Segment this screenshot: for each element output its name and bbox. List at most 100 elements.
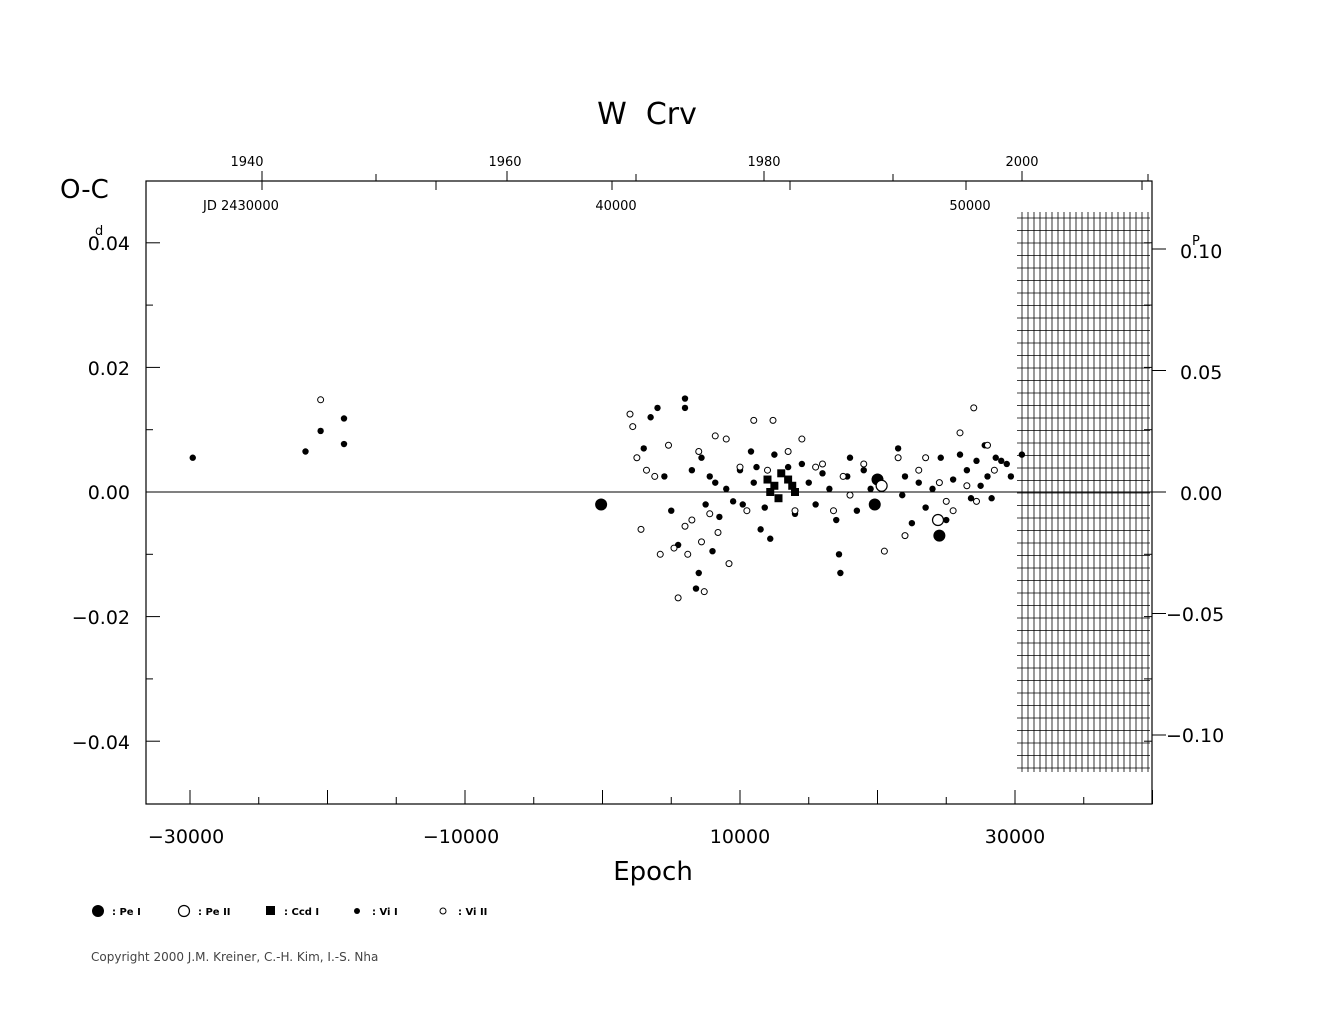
point-vi1 [702,501,709,508]
legend-label: : Vi I [372,907,398,918]
point-vi1 [837,569,844,577]
point-vi2 [736,463,744,471]
x-tick-label: −10000 [423,826,499,848]
point-vi2 [670,544,678,552]
point-vi1 [189,454,196,461]
point-vi2 [942,497,950,505]
point-pe1 [868,498,881,511]
point-ccd1 [784,475,793,484]
point-vi2 [706,510,714,518]
point-ccd1 [774,494,783,503]
point-vi1 [654,404,661,412]
point-vi1 [901,473,909,480]
point-vi1 [922,504,929,511]
y-tick-label: 0.02 [88,358,130,380]
point-vi1 [692,585,700,592]
point-vi1 [709,547,716,555]
right-unit-superscript: P [1192,234,1200,249]
point-vi2 [643,466,650,474]
point-vi1 [661,473,668,480]
point-vi2 [637,525,645,533]
point-vi1 [835,551,843,558]
point-vi1 [302,448,309,455]
jd-label: JD 2430000 [202,199,279,214]
point-vi1 [826,485,833,493]
x-tick-label: 30000 [985,826,1045,848]
point-vi2 [984,441,991,449]
right-tick-label: 0.00 [1180,483,1222,505]
point-vi1 [943,516,950,524]
point-vi1 [681,404,689,412]
point-vi2 [880,547,888,555]
point-pe2 [875,479,888,492]
point-vi1 [771,451,778,458]
point-vi2 [956,429,964,437]
point-vi2 [633,454,641,462]
point-vi1 [784,463,792,471]
point-vi1 [668,507,675,514]
point-ccd1 [788,481,797,490]
point-vi1 [640,445,647,452]
point-vi1 [1007,473,1015,480]
y-axis-label: O-C [60,175,109,205]
legend-label: : Ccd I [284,907,319,918]
point-vi2 [317,396,325,404]
point-vi1 [894,445,902,452]
point-vi1 [973,457,980,465]
point-vi2 [791,507,799,515]
point-vi2 [860,460,868,468]
point-vi2 [681,522,689,530]
point-vi1 [853,507,861,514]
year-label: 1980 [747,155,780,170]
point-vi2 [990,466,998,474]
legend-symbol-vi2 [439,907,447,915]
point-vi1 [681,395,689,402]
point-vi2 [651,472,659,480]
point-vi1 [833,516,840,524]
point-vi1 [988,495,995,502]
point-vi2 [714,528,722,536]
point-vi1 [846,454,854,461]
point-vi2 [743,507,751,515]
point-vi1 [757,526,764,533]
jd-label: 50000 [949,199,990,214]
right-tick-label: −0.10 [1166,725,1224,747]
point-vi2 [812,463,820,471]
right-tick-label: 0.05 [1180,362,1222,384]
point-vi1 [723,485,730,493]
point-vi1 [899,491,906,499]
legend-label: : Vi II [458,907,487,918]
point-vi1 [949,476,957,483]
point-vi1 [915,479,922,486]
x-tick-label: 10000 [710,826,770,848]
legend-symbol-ccd1 [266,906,275,915]
chart-title: W Crv [597,97,697,132]
point-vi2 [656,550,664,558]
legend-symbol-vi1 [354,908,360,914]
point-vi1 [698,454,705,461]
point-vi2 [784,448,792,456]
y-tick-label: −0.02 [72,607,130,629]
hatched-region [1017,212,1150,772]
point-vi2 [722,435,730,443]
point-vi1 [977,482,984,489]
point-vi2 [830,507,837,515]
point-vi1 [340,415,348,422]
point-vi1 [998,457,1005,465]
point-vi1 [798,460,806,468]
point-vi2 [915,466,923,474]
legend-label: : Pe II [198,907,231,918]
legend-symbol-pe2 [177,904,191,918]
point-vi1 [712,479,719,486]
jd-label: 40000 [595,199,636,214]
point-vi1 [716,513,723,521]
point-vi2 [935,479,943,487]
point-vi2 [973,497,980,505]
legend-label: : Pe I [112,907,141,918]
point-vi1 [747,448,755,455]
x-axis-label: Epoch [613,857,693,887]
point-vi1 [819,470,826,477]
point-vi1 [767,535,774,542]
point-vi2 [839,472,847,480]
y-tick-label: 0.00 [88,482,130,504]
